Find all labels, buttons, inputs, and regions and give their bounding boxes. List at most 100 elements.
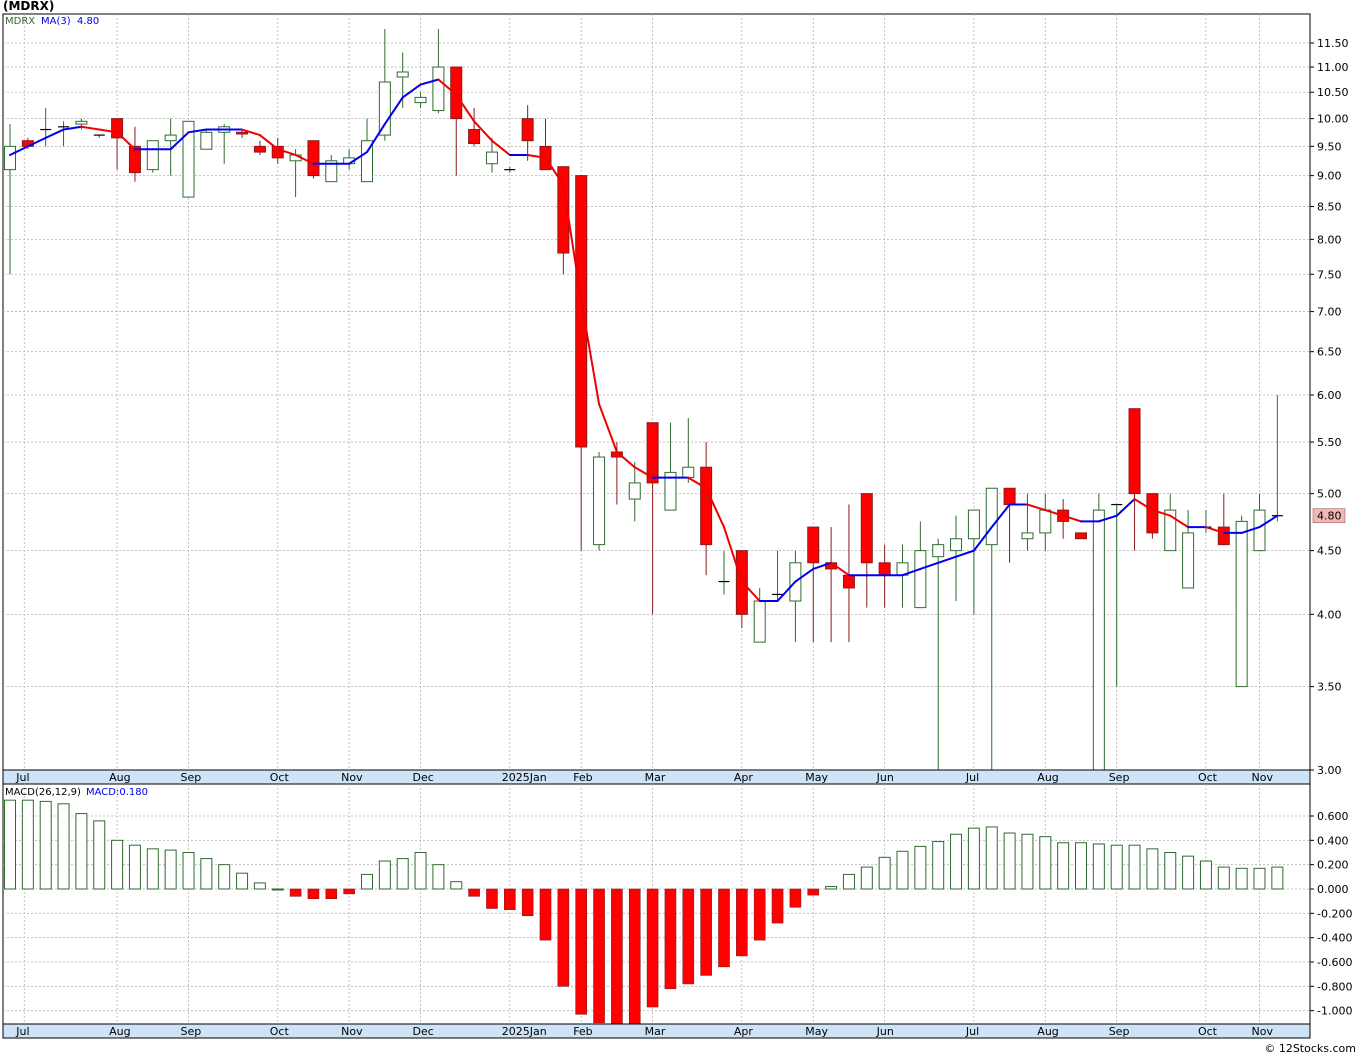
candle-body (932, 544, 945, 558)
legend-symbol: MDRX (5, 16, 35, 27)
ma-segment (116, 131, 136, 151)
macd-bar (967, 827, 980, 890)
candle-body (111, 118, 124, 139)
candle-body (985, 487, 998, 546)
price-tick-label: 5.50 (1317, 436, 1342, 449)
month-label: Feb (573, 1025, 592, 1038)
candle-body (753, 600, 766, 643)
price-tick-label: 6.50 (1317, 346, 1342, 359)
ma-segment (294, 153, 315, 165)
month-label: 2025Jan (502, 771, 547, 784)
macd-bar (736, 888, 748, 957)
candles (4, 29, 1283, 780)
macd-bar (1182, 855, 1195, 890)
candle-body (575, 175, 588, 448)
candle-body (468, 129, 481, 145)
month-label: May (805, 1025, 828, 1038)
macd-bar (1003, 832, 1016, 890)
macd-bar (878, 856, 891, 890)
macd-bar (182, 852, 195, 890)
price-panel: 11.50 11.00 10.50 10.00 9.50 9.00 8.50 8.00 7.50… (2, 13, 1349, 780)
macd-bar (1092, 843, 1105, 890)
ma-segment (740, 580, 761, 602)
candle-body (164, 134, 177, 142)
month-label: Sep (1109, 1025, 1130, 1038)
macd-bar (378, 860, 391, 890)
ma-segment (401, 83, 422, 99)
ma-segment (473, 120, 493, 142)
ma-segment (723, 526, 743, 583)
price-tick-label: 7.50 (1317, 268, 1342, 281)
ma-segment (258, 134, 279, 151)
candle-body (1075, 532, 1087, 540)
macd-bar (1271, 866, 1284, 890)
macd-bar (1253, 867, 1266, 890)
candle-body (200, 131, 213, 150)
macd-bar (253, 882, 266, 890)
macd-bar (450, 881, 463, 890)
month-label: Nov (1252, 771, 1274, 784)
macd-tick-label: 0.400 (1317, 834, 1349, 847)
price-tick-label: 9.00 (1317, 170, 1342, 183)
macd-bar (57, 803, 70, 890)
macd-bar (539, 888, 552, 941)
macd-bar (842, 873, 855, 890)
ma-segment (490, 139, 511, 156)
macd-legend-label: MACD(26,12,9) (5, 787, 81, 798)
macd-bar (575, 888, 588, 1015)
month-label: Dec (413, 771, 434, 784)
month-label: Apr (734, 1025, 754, 1038)
price-tick-label: 3.50 (1317, 681, 1342, 694)
macd-bar (1110, 844, 1123, 890)
candle-body (1128, 408, 1141, 495)
price-tick-label: 8.00 (1317, 233, 1342, 246)
macd-legend: MACD(26,12,9) MACD:0.180 (5, 787, 148, 798)
month-label: Aug (1037, 1025, 1058, 1038)
ma-segment (98, 128, 119, 134)
candle-body (450, 66, 463, 120)
macd-bar (21, 799, 34, 890)
macd-bar (289, 888, 302, 897)
macd-bar (200, 858, 213, 890)
last-price-tag-box (1312, 508, 1346, 524)
ma-segment (9, 145, 29, 156)
chart-title: (MDRX) (3, 0, 54, 13)
price-tick-label: 10.00 (1317, 113, 1349, 126)
month-label: Jun (876, 1025, 894, 1038)
ma-segment (1240, 526, 1261, 534)
macd-bar (111, 839, 124, 890)
candle-body (271, 145, 284, 159)
ma-segment (615, 450, 636, 469)
ma-segment (705, 487, 725, 529)
macd-bar (985, 826, 998, 890)
month-label: Dec (413, 1025, 434, 1038)
month-label: Sep (181, 771, 202, 784)
legend-ma-value: 4.80 (77, 16, 99, 27)
month-label: Jun (876, 771, 894, 784)
candle-body (1021, 532, 1034, 540)
price-tick-label: 10.50 (1317, 86, 1349, 99)
macd-bar (4, 799, 16, 890)
ma-segment (598, 403, 618, 453)
month-label: Jul (965, 771, 979, 784)
macd-bar (414, 852, 427, 890)
macd-bar (718, 888, 730, 968)
macd-month-axis-bar (2, 1023, 1311, 1039)
candle-body (1003, 487, 1016, 506)
month-label: Mar (645, 1025, 666, 1038)
macd-panel: 0.600 0.400 0.200 0.000 -0.200 -0.400 -0.600 -0… (2, 783, 1352, 1027)
candle-body (807, 526, 820, 564)
candle-body (253, 145, 266, 153)
candle-body (1092, 509, 1105, 780)
ma-segment (366, 123, 386, 154)
candle-body (646, 422, 659, 484)
month-label: May (805, 771, 828, 784)
macd-bar (1199, 860, 1212, 890)
candle-body (521, 118, 534, 142)
ma-segment (776, 580, 797, 602)
macd-bar (896, 850, 909, 890)
macd-bar (932, 841, 945, 890)
price-tick-label: 6.00 (1317, 389, 1342, 402)
candle-body (1235, 520, 1248, 688)
macd-bars (4, 799, 1284, 1027)
